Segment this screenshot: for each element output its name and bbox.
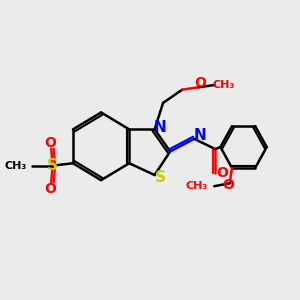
Text: S: S	[155, 170, 166, 185]
Text: O: O	[45, 182, 57, 196]
Text: N: N	[194, 128, 206, 143]
Text: CH₃: CH₃	[186, 181, 208, 191]
Text: O: O	[222, 178, 234, 192]
Text: O: O	[45, 136, 57, 150]
Text: CH₃: CH₃	[212, 80, 235, 90]
Text: N: N	[154, 120, 167, 135]
Text: S: S	[47, 158, 58, 173]
Text: CH₃: CH₃	[5, 160, 27, 171]
Text: O: O	[217, 166, 228, 180]
Text: O: O	[194, 76, 206, 90]
